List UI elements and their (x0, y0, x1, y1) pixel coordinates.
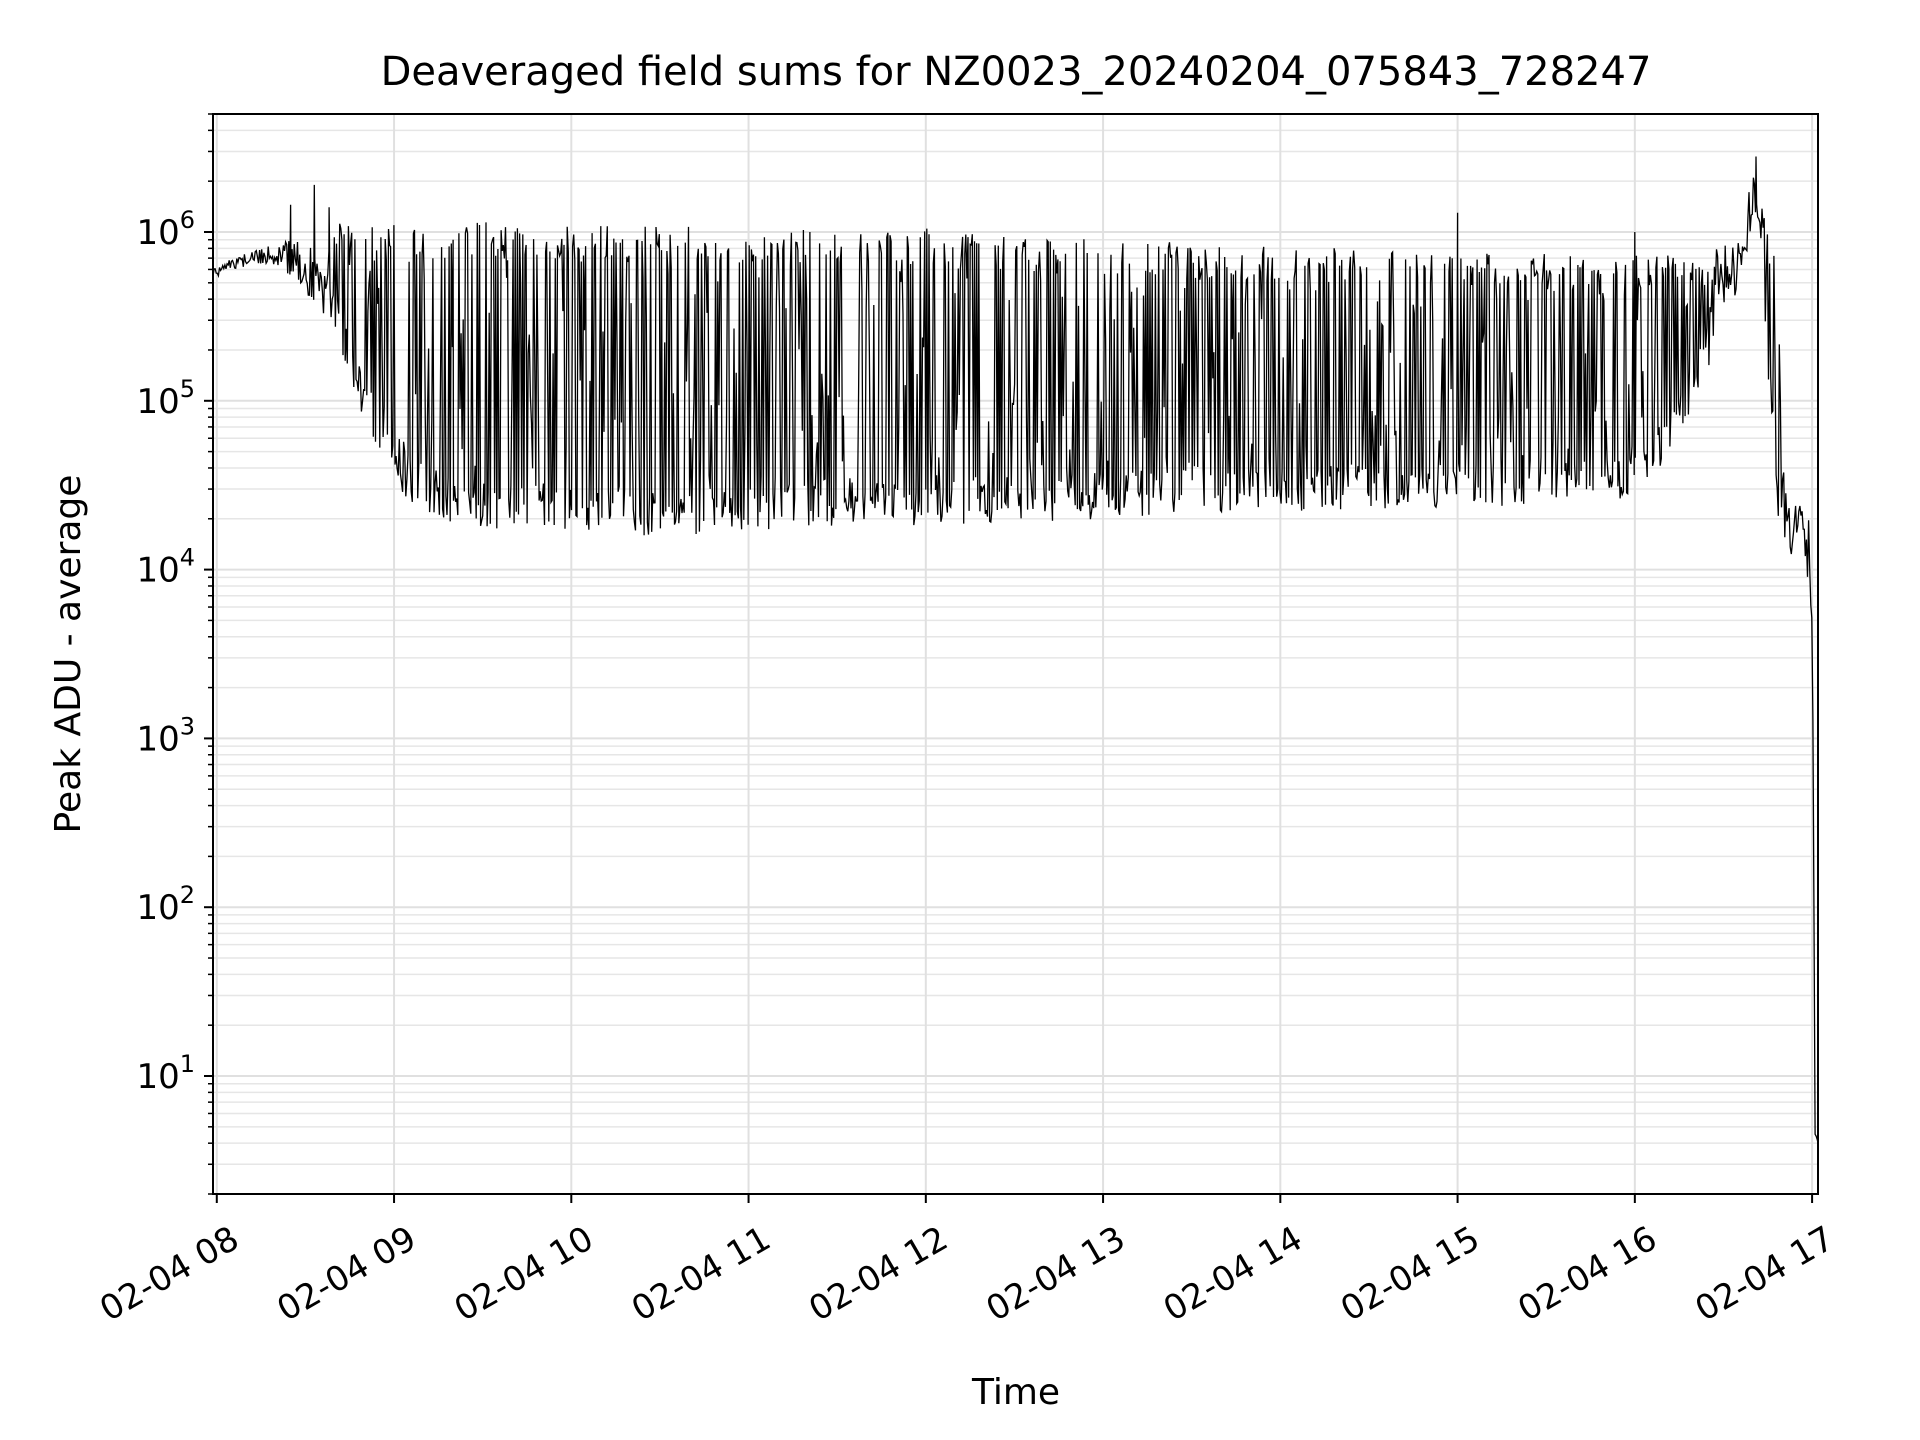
y-tick-label: 104 (136, 544, 195, 591)
y-tick-label: 105 (136, 375, 195, 422)
y-axis: 101 102 103 104 105 106 (136, 113, 213, 1195)
y-tick-label: 103 (136, 712, 195, 759)
y-axis-label: Peak ADU - average (48, 475, 89, 834)
chart-title: Deaveraged field sums for NZ0023_2024020… (381, 49, 1652, 95)
y-tick-label: 101 (136, 1050, 195, 1097)
data-layer (212, 156, 1819, 1144)
y-tick-label: 106 (136, 206, 195, 253)
minor-gridlines (213, 113, 1818, 1195)
x-axis-label: Time (971, 1372, 1060, 1413)
plot-frame (212, 113, 1819, 1195)
data-series-line (212, 156, 1819, 1144)
y-tick-label: 102 (136, 881, 195, 928)
